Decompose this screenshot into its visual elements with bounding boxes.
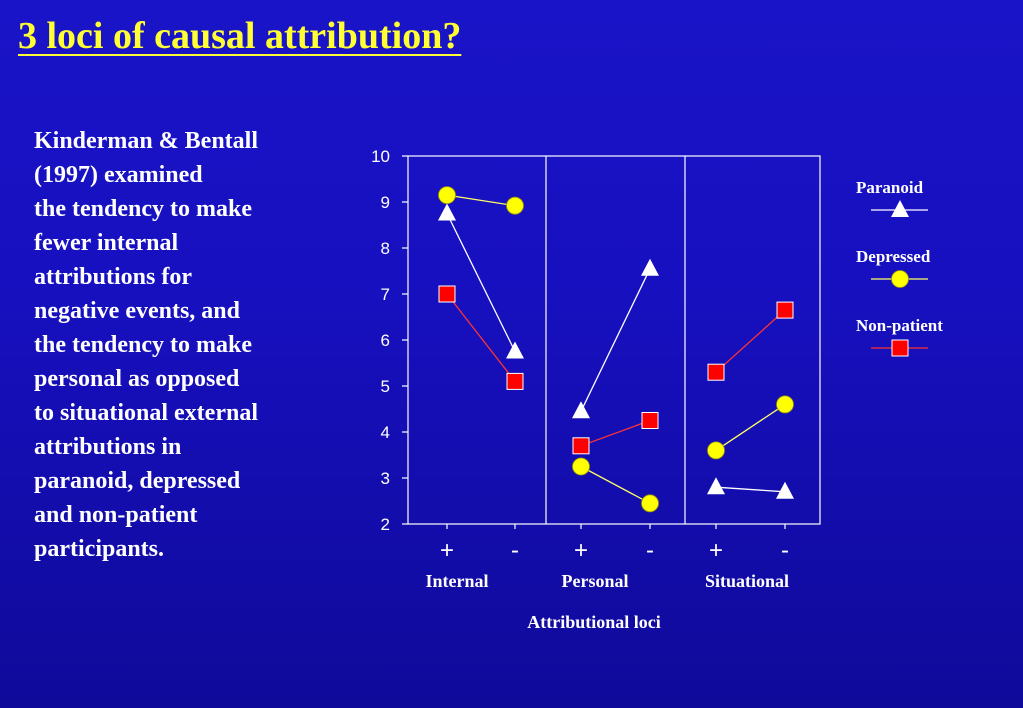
body-line: (1997) examined <box>34 162 203 188</box>
depressed-point <box>641 494 659 513</box>
body-line: personal as opposed <box>34 366 240 392</box>
paranoid-point <box>438 203 456 221</box>
y-tick-label: 2 <box>381 515 390 534</box>
non-patient-point <box>506 372 524 390</box>
x-group-label: Personal <box>562 571 629 591</box>
depressed-point <box>506 196 524 215</box>
non-patient-point <box>438 285 456 303</box>
non-patient-series-line <box>580 419 651 447</box>
depressed-point <box>438 186 456 205</box>
slide-title: 3 loci of causal attribution? <box>18 15 462 57</box>
paranoid-point <box>776 481 794 499</box>
paranoid-series-line <box>715 486 786 493</box>
x-tick-label: + <box>709 537 723 564</box>
y-tick-label: 3 <box>381 469 390 488</box>
x-group-label: Internal <box>426 571 489 591</box>
depressed-point <box>572 457 590 476</box>
depressed-series-line <box>715 403 786 451</box>
paranoid-series-line <box>580 268 651 412</box>
depressed-point <box>776 395 794 414</box>
x-axis-label: Attributional loci <box>527 612 661 632</box>
y-tick-label: 4 <box>381 423 390 442</box>
body-line: and non-patient <box>34 502 198 528</box>
non-patient-series-line <box>715 309 786 373</box>
paranoid-point <box>707 477 725 495</box>
legend-label-non-patient: Non-patient <box>856 316 943 335</box>
legend-marker-depressed <box>891 270 909 288</box>
body-line: participants. <box>34 536 165 562</box>
y-tick-label: 6 <box>381 331 390 350</box>
x-group-label: Situational <box>705 571 789 591</box>
x-tick-label: + <box>574 537 588 564</box>
body-line: attributions in <box>34 434 182 460</box>
paranoid-point <box>572 401 590 419</box>
depressed-series-line <box>580 465 651 504</box>
legend-marker-paranoid <box>891 200 909 217</box>
depressed-series-line <box>446 194 516 207</box>
y-tick-label: 10 <box>371 147 390 166</box>
y-tick-label: 9 <box>381 193 390 212</box>
non-patient-point <box>776 301 794 319</box>
non-patient-series-line <box>446 293 516 382</box>
plot-frame <box>407 155 821 525</box>
legend-label-paranoid: Paranoid <box>856 178 924 197</box>
body-line: Kinderman & Bentall <box>34 128 259 154</box>
non-patient-point <box>641 412 659 429</box>
paranoid-series-line <box>446 213 516 352</box>
depressed-point <box>707 441 725 460</box>
y-tick-label: 5 <box>381 377 390 396</box>
body-line: paranoid, depressed <box>34 468 241 494</box>
x-tick-label: - <box>511 537 519 564</box>
non-patient-point <box>707 363 725 381</box>
y-tick-label: 7 <box>381 285 390 304</box>
non-patient-point <box>572 437 590 455</box>
x-tick-label: - <box>646 537 654 564</box>
body-line: attributions for <box>34 264 192 290</box>
body-line: to situational external <box>34 400 258 426</box>
body-text: Kinderman & Bentall (1997) examined the … <box>34 124 344 566</box>
paranoid-point <box>506 341 524 359</box>
x-tick-label: - <box>781 537 789 564</box>
x-tick-label: + <box>440 537 454 564</box>
body-line: fewer internal <box>34 230 179 256</box>
body-line: the tendency to make <box>34 196 252 222</box>
body-line: the tendency to make <box>34 332 252 358</box>
paranoid-point <box>641 258 659 276</box>
y-tick-label: 8 <box>381 239 390 258</box>
legend-label-depressed: Depressed <box>856 247 931 266</box>
body-line: negative events, and <box>34 298 240 324</box>
legend-marker-non-patient <box>891 339 909 357</box>
